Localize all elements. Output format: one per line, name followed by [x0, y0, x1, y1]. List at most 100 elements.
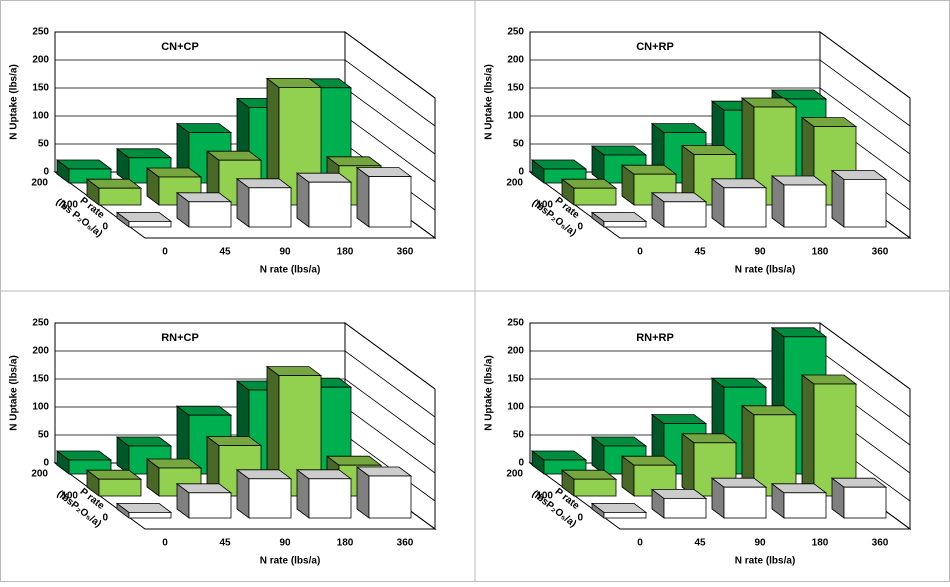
y-tick-label: 200: [32, 55, 49, 66]
depth-tick-label: 0: [102, 513, 108, 524]
y-tick-label: 0: [43, 167, 49, 178]
y-tick-label: 50: [513, 430, 525, 441]
bar: [98, 187, 142, 206]
y-tick-label: 50: [38, 430, 50, 441]
chart-title: RN+CP: [161, 332, 199, 344]
x-tick-label: 0: [637, 538, 643, 549]
bar: [308, 181, 352, 228]
grid-line: [530, 59, 911, 127]
grid-line: [530, 322, 911, 390]
y-tick-label: 250: [32, 318, 49, 329]
x-tick-label: 0: [162, 247, 168, 258]
grid-line: [55, 59, 436, 127]
chart-title: CN+RP: [636, 41, 674, 53]
y-tick-label: 0: [43, 458, 49, 469]
bar: [843, 178, 887, 228]
bar: [843, 486, 887, 519]
y-axis-title: N Uptake (lbs/a): [484, 64, 495, 140]
depth-tick-label: 100: [536, 200, 553, 211]
bar: [188, 201, 232, 228]
bar: [813, 383, 857, 497]
x-axis-title: N rate (lbs/a): [735, 265, 796, 276]
x-tick-label: 360: [872, 538, 889, 549]
bar: [573, 478, 617, 497]
y-tick-label: 50: [38, 139, 50, 150]
bar-side: [801, 374, 815, 497]
x-tick-label: 45: [219, 538, 231, 549]
x-tick-label: 90: [279, 538, 291, 549]
depth-tick-label: 0: [577, 222, 583, 233]
x-tick-label: 90: [754, 247, 766, 258]
x-tick-label: 0: [162, 538, 168, 549]
x-tick-label: 180: [337, 247, 354, 258]
x-tick-label: 360: [397, 247, 414, 258]
depth-tick-label: 200: [31, 178, 48, 189]
x-tick-label: 0: [637, 247, 643, 258]
x-tick-label: 180: [337, 538, 354, 549]
x-tick-label: 180: [812, 247, 829, 258]
bar: [368, 176, 412, 228]
y-tick-label: 200: [32, 346, 49, 357]
grid-line: [55, 350, 436, 418]
bar: [723, 486, 767, 519]
y-axis-title: N Uptake (lbs/a): [484, 355, 495, 431]
y-tick-label: 50: [513, 139, 525, 150]
bar: [128, 512, 172, 519]
bar: [663, 201, 707, 228]
x-tick-label: 360: [872, 247, 889, 258]
y-tick-label: 200: [507, 346, 524, 357]
y-axis-title: N Uptake (lbs/a): [9, 355, 20, 431]
y-tick-label: 0: [518, 458, 524, 469]
bar: [603, 512, 647, 519]
x-axis-title: N rate (lbs/a): [260, 556, 321, 567]
y-axis-title: N Uptake (lbs/a): [9, 64, 20, 140]
y-tick-label: 0: [518, 167, 524, 178]
y-tick-label: 100: [32, 402, 49, 413]
bar: [663, 497, 707, 519]
bar-side: [356, 166, 370, 228]
grid-line: [55, 31, 436, 99]
depth-tick-label: 100: [536, 491, 553, 502]
chart-title: RN+RP: [636, 332, 674, 344]
bar: [368, 475, 412, 519]
depth-tick-label: 200: [506, 469, 523, 480]
x-axis-title: N rate (lbs/a): [735, 556, 796, 567]
x-tick-label: 180: [812, 538, 829, 549]
bar: [783, 184, 827, 228]
bar: [573, 187, 617, 206]
grid-line: [530, 31, 911, 99]
bar: [723, 187, 767, 228]
bar: [603, 220, 647, 228]
depth-tick-label: 0: [577, 513, 583, 524]
bar: [188, 492, 232, 519]
bar: [248, 478, 292, 519]
y-tick-label: 100: [32, 111, 49, 122]
y-tick-label: 150: [32, 83, 49, 94]
y-tick-label: 100: [507, 111, 524, 122]
x-tick-label: 360: [397, 538, 414, 549]
bar-side: [681, 432, 695, 497]
grid-line: [55, 322, 436, 390]
y-tick-label: 100: [507, 402, 524, 413]
y-tick-label: 150: [32, 374, 49, 385]
depth-tick-label: 100: [61, 200, 78, 211]
y-tick-label: 150: [507, 83, 524, 94]
bar-side: [831, 169, 845, 228]
bar: [308, 478, 352, 519]
y-tick-label: 200: [507, 55, 524, 66]
y-tick-label: 250: [507, 318, 524, 329]
x-tick-label: 45: [694, 538, 706, 549]
y-tick-label: 150: [507, 374, 524, 385]
bar: [128, 220, 172, 228]
bar: [248, 187, 292, 228]
bar: [753, 414, 797, 497]
y-tick-label: 250: [32, 27, 49, 38]
x-tick-label: 90: [279, 247, 291, 258]
x-tick-label: 45: [694, 247, 706, 258]
bar: [783, 492, 827, 519]
bar: [98, 478, 142, 497]
chart-title: CN+CP: [161, 41, 199, 53]
depth-tick-label: 200: [506, 178, 523, 189]
depth-tick-label: 200: [31, 469, 48, 480]
